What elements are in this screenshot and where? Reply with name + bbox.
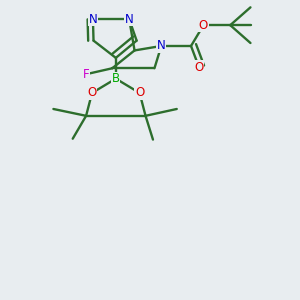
Text: B: B [112,72,120,85]
Text: N: N [125,13,134,26]
Text: O: O [135,86,144,99]
Text: O: O [199,19,208,32]
Text: N: N [157,40,166,52]
Text: N: N [88,13,97,26]
Text: O: O [194,61,204,74]
Text: O: O [87,86,97,99]
Text: F: F [83,68,89,81]
